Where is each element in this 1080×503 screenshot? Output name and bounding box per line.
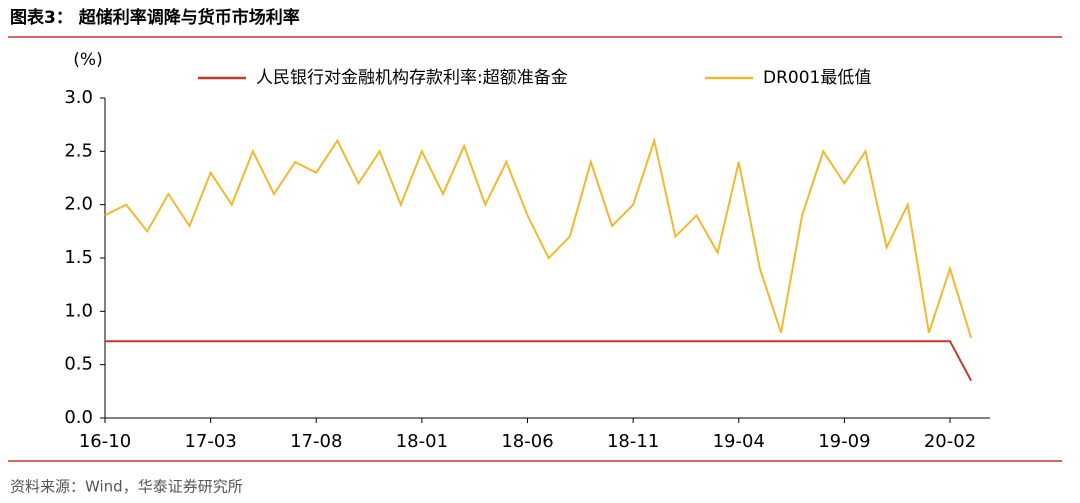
x-tick-label: 20-02 [924, 431, 976, 452]
y-tick-label: 3.0 [64, 87, 93, 108]
series-line [105, 340, 973, 382]
source-note: 资料来源：Wind，华泰证券研究所 [10, 478, 243, 496]
y-tick-label: 0.5 [64, 354, 93, 375]
x-tick-label: 17-03 [184, 431, 236, 452]
series-line [104, 136, 973, 339]
x-tick-label: 18-06 [501, 431, 553, 452]
y-tick-label: 2.5 [64, 140, 93, 161]
y-axis-label: (%) [73, 50, 102, 70]
x-tick-label: 19-04 [713, 431, 765, 452]
x-tick-label: 18-11 [607, 431, 659, 452]
legend-label: DR001最低值 [763, 68, 871, 88]
y-tick-label: 1.0 [64, 300, 93, 321]
legend-label: 人民银行对金融机构存款利率:超额准备金 [256, 68, 568, 88]
y-tick-label: 1.5 [64, 247, 93, 268]
x-tick-label: 18-01 [396, 431, 448, 452]
x-tick-label: 17-08 [290, 431, 342, 452]
x-tick-label: 16-10 [79, 431, 131, 452]
chart-title: 图表3： 超储利率调降与货币市场利率 [10, 7, 300, 28]
y-tick-label: 2.0 [64, 194, 93, 215]
x-tick-label: 19-09 [818, 431, 870, 452]
y-tick-label: 0.0 [64, 407, 93, 428]
